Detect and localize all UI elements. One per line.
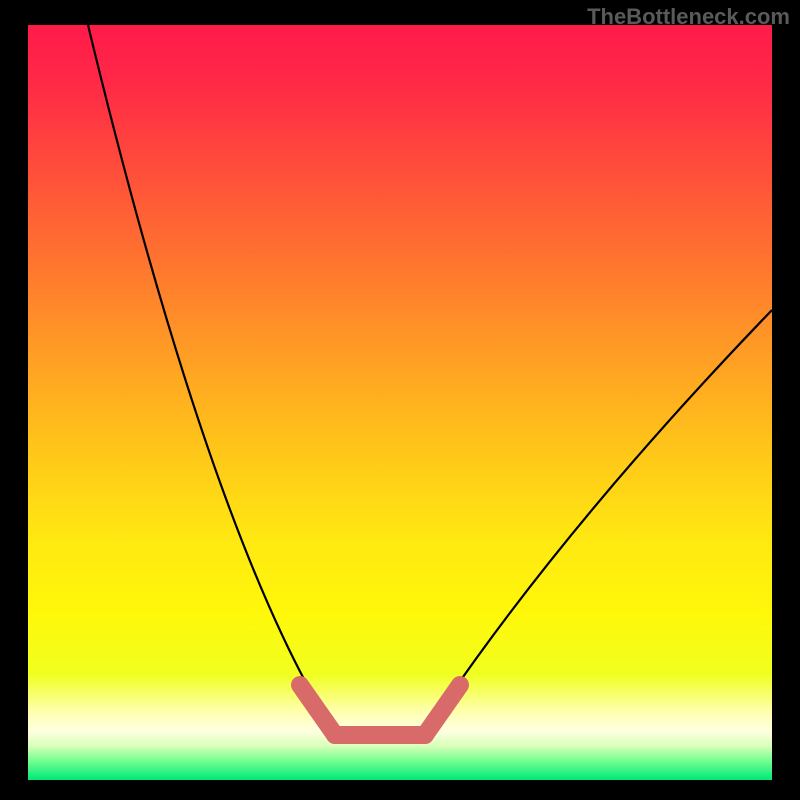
- watermark-text: TheBottleneck.com: [587, 4, 790, 30]
- chart-container: TheBottleneck.com: [0, 0, 800, 800]
- gradient-background: [28, 25, 772, 780]
- bottleneck-chart: [0, 0, 800, 800]
